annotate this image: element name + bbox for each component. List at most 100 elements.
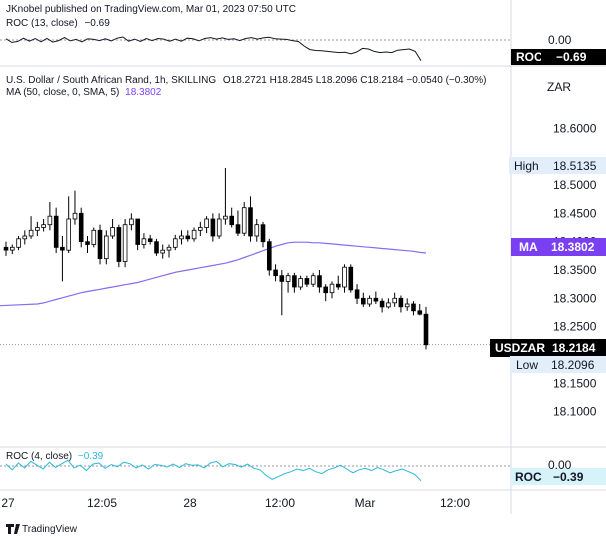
svg-text:USDZAR: USDZAR bbox=[495, 341, 545, 355]
ma-legend: MA (50, close, 0, SMA, 5) 18.3802 bbox=[6, 87, 162, 98]
ma-line bbox=[0, 241, 427, 307]
candle bbox=[229, 207, 235, 228]
candle bbox=[179, 230, 184, 245]
last-price-tag: USDZAR 18.2184 bbox=[490, 339, 606, 357]
candle bbox=[22, 230, 28, 245]
candle bbox=[160, 244, 166, 259]
tradingview-logo: TradingView bbox=[6, 524, 78, 535]
price-tick-label: 18.6000 bbox=[553, 121, 597, 135]
ma-tag: MA 18.3802 bbox=[511, 238, 606, 256]
time-tick-label: 27 bbox=[1, 496, 15, 510]
candle bbox=[317, 270, 322, 293]
roc-bottom-tag: ROC −0.39 bbox=[511, 468, 606, 485]
candle bbox=[141, 233, 147, 249]
candle bbox=[373, 291, 379, 304]
time-tick-label: 12:00 bbox=[440, 496, 470, 510]
tradingview-logo-icon bbox=[6, 524, 20, 534]
svg-text:18.2096: 18.2096 bbox=[551, 358, 595, 372]
candle bbox=[404, 298, 410, 311]
candle bbox=[191, 227, 197, 242]
candle bbox=[197, 221, 203, 236]
candle bbox=[110, 219, 115, 239]
candle bbox=[41, 219, 46, 232]
candle bbox=[298, 275, 303, 290]
time-axis-ticks: 27 12:05 28 12:00 Mar 12:00 bbox=[1, 496, 470, 510]
roc-bottom-legend: ROC (4, close) −0.39 bbox=[6, 451, 104, 462]
candle bbox=[72, 190, 78, 225]
roc-top-legend: ROC (13, close) −0.69 bbox=[6, 18, 110, 29]
price-axis-ticks: 18.600018.500018.450018.400018.350018.30… bbox=[553, 121, 597, 418]
candle bbox=[329, 281, 335, 299]
candle bbox=[304, 275, 310, 287]
candle bbox=[116, 224, 122, 268]
candle bbox=[392, 292, 397, 307]
candle bbox=[367, 295, 372, 307]
price-tick-label: 18.1000 bbox=[553, 405, 597, 419]
candle bbox=[172, 234, 178, 251]
candle bbox=[154, 238, 159, 256]
svg-text:ROC: ROC bbox=[515, 470, 542, 484]
candle bbox=[398, 295, 404, 313]
candle bbox=[91, 227, 97, 248]
high-tag: High 18.5135 bbox=[509, 157, 606, 174]
candle bbox=[78, 207, 84, 248]
time-tick-label: Mar bbox=[355, 496, 376, 510]
candle bbox=[122, 219, 128, 268]
svg-text:MA: MA bbox=[519, 240, 538, 254]
candle bbox=[235, 210, 241, 236]
candle bbox=[417, 304, 423, 316]
candle bbox=[35, 221, 40, 236]
roc-top-panel bbox=[0, 36, 511, 61]
svg-text:High: High bbox=[514, 159, 539, 173]
price-tick-label: 18.1500 bbox=[553, 376, 597, 390]
candle bbox=[28, 216, 34, 239]
candle bbox=[386, 298, 391, 309]
candle bbox=[266, 238, 272, 276]
svg-text:18.3802: 18.3802 bbox=[551, 240, 595, 254]
candle bbox=[241, 202, 247, 236]
svg-text:−0.69: −0.69 bbox=[556, 50, 587, 64]
roc-bottom-panel bbox=[0, 459, 511, 482]
price-panel bbox=[0, 168, 511, 350]
symbol-legend: U.S. Dollar / South African Rand, 1h, SK… bbox=[6, 75, 486, 86]
time-tick-label: 28 bbox=[183, 496, 197, 510]
candle bbox=[97, 224, 103, 265]
roc-top-zero-label: 0.00 bbox=[548, 33, 572, 47]
candle bbox=[204, 216, 209, 234]
candle bbox=[85, 236, 90, 253]
candle bbox=[310, 272, 316, 287]
roc-top-tag: ROC −0.69 bbox=[511, 49, 606, 65]
candle bbox=[348, 264, 354, 293]
candle bbox=[292, 272, 297, 293]
candle bbox=[342, 264, 347, 293]
candle bbox=[216, 213, 222, 239]
time-tick-label: 12:05 bbox=[87, 496, 117, 510]
candle bbox=[66, 196, 72, 253]
candle bbox=[9, 244, 15, 255]
svg-text:−0.39: −0.39 bbox=[553, 470, 584, 484]
candle bbox=[285, 272, 291, 293]
candle bbox=[323, 284, 328, 302]
svg-text:ROC: ROC bbox=[516, 50, 543, 64]
candle bbox=[379, 298, 385, 313]
candle bbox=[423, 306, 429, 350]
candle bbox=[60, 236, 65, 282]
candle bbox=[411, 301, 416, 316]
candle bbox=[185, 230, 191, 242]
price-tick-label: 18.2500 bbox=[553, 320, 597, 334]
price-tick-label: 18.3500 bbox=[553, 263, 597, 277]
candle bbox=[147, 234, 153, 245]
candle bbox=[3, 241, 9, 256]
candle bbox=[53, 207, 59, 253]
currency-label: ZAR bbox=[547, 80, 571, 94]
candle bbox=[248, 196, 253, 242]
candle bbox=[335, 275, 341, 290]
candle bbox=[254, 219, 260, 242]
candle bbox=[166, 244, 172, 258]
svg-text:18.5135: 18.5135 bbox=[553, 159, 597, 173]
candle bbox=[354, 284, 360, 304]
candle bbox=[273, 264, 278, 282]
low-tag: Low 18.2096 bbox=[510, 356, 606, 373]
roc-bottom-line bbox=[5, 459, 422, 482]
candle bbox=[16, 236, 21, 251]
